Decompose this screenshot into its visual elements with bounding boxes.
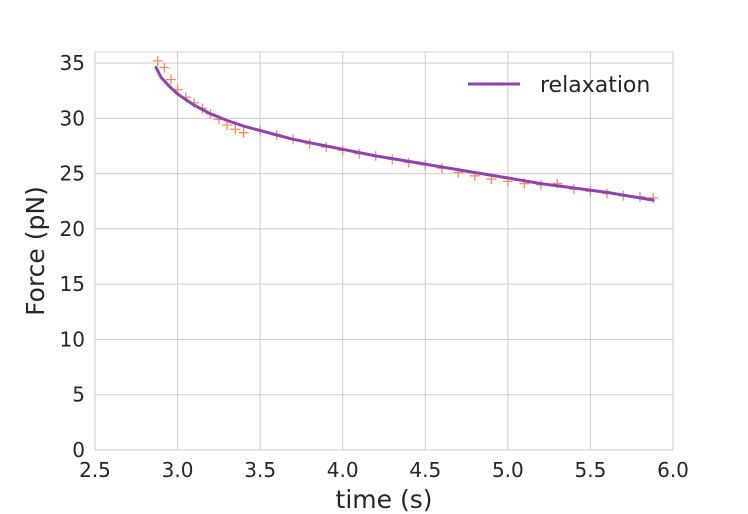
relaxation-line xyxy=(154,66,655,202)
x-tick-label: 3.0 xyxy=(162,458,194,482)
x-tick-label: 6.0 xyxy=(657,458,689,482)
x-tick-label: 4.5 xyxy=(409,458,441,482)
plot-background xyxy=(95,52,673,450)
y-tick-label: 5 xyxy=(72,383,85,407)
y-tick-labels: 0 5 10 15 20 25 30 35 xyxy=(60,51,85,462)
line-series xyxy=(154,66,655,202)
y-axis-label: Force (pN) xyxy=(21,186,50,316)
grid xyxy=(94,52,674,451)
x-tick-label: 2.5 xyxy=(79,458,111,482)
x-tick-label: 4.0 xyxy=(327,458,359,482)
legend-label-relaxation: relaxation xyxy=(540,73,650,98)
x-tick-labels: 2.5 3.0 3.5 4.0 4.5 5.0 5.5 6.0 xyxy=(79,458,689,482)
y-tick-label: 15 xyxy=(60,272,85,296)
x-tick-label: 3.5 xyxy=(244,458,276,482)
data-point xyxy=(152,55,163,66)
y-tick-label: 25 xyxy=(60,162,85,186)
y-tick-label: 20 xyxy=(60,217,85,241)
data-point xyxy=(159,62,170,73)
y-tick-label: 10 xyxy=(60,327,85,351)
plot-frame xyxy=(94,51,674,451)
y-tick-label: 30 xyxy=(60,106,85,130)
data-point xyxy=(165,74,176,85)
data-point xyxy=(238,127,249,138)
x-tick-label: 5.0 xyxy=(492,458,524,482)
legend: relaxation xyxy=(468,73,650,98)
data-point xyxy=(230,124,241,135)
x-tick-label: 5.5 xyxy=(575,458,607,482)
x-axis-label: time (s) xyxy=(336,485,433,514)
y-tick-label: 0 xyxy=(72,438,85,462)
y-tick-label: 35 xyxy=(60,51,85,75)
